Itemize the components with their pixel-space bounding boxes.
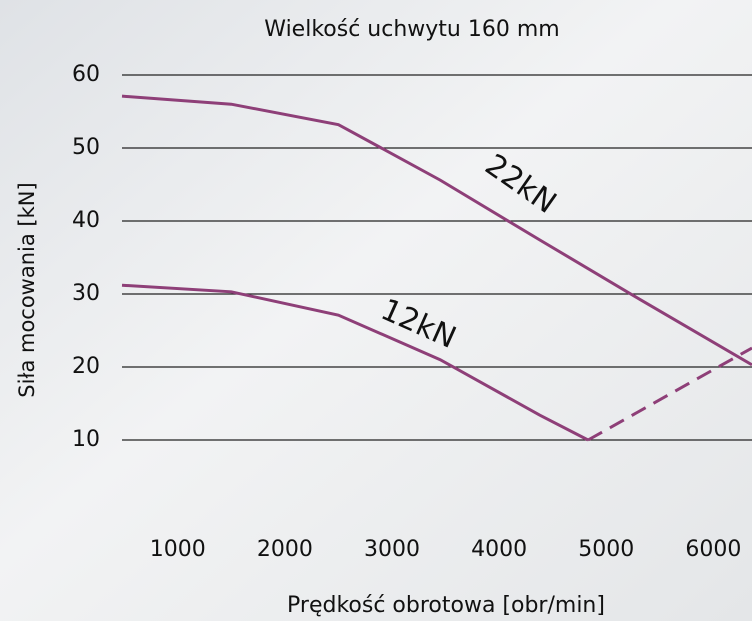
y-tick-label: 60 <box>72 62 100 87</box>
line <box>587 346 752 442</box>
x-tick-label: 4000 <box>471 537 527 562</box>
y-tick-label: 20 <box>72 354 100 379</box>
x-axis-label: Prędkość obrotowa [obr/min] <box>287 593 605 618</box>
y-tick-label: 10 <box>72 427 100 452</box>
x-tick-label: 6000 <box>685 537 741 562</box>
y-axis-label: Siła mocowania [kN] <box>15 182 39 397</box>
line <box>121 283 589 442</box>
y-tick-label: 30 <box>72 281 100 306</box>
x-tick-label: 3000 <box>364 537 420 562</box>
x-tick-label: 2000 <box>257 537 313 562</box>
x-tick-label: 5000 <box>578 537 634 562</box>
y-tick-label: 50 <box>72 135 100 160</box>
line <box>121 94 752 367</box>
y-tick-label: 40 <box>72 208 100 233</box>
chart-title: Wielkość uchwytu 160 mm <box>264 17 559 42</box>
x-tick-label: 1000 <box>150 537 206 562</box>
